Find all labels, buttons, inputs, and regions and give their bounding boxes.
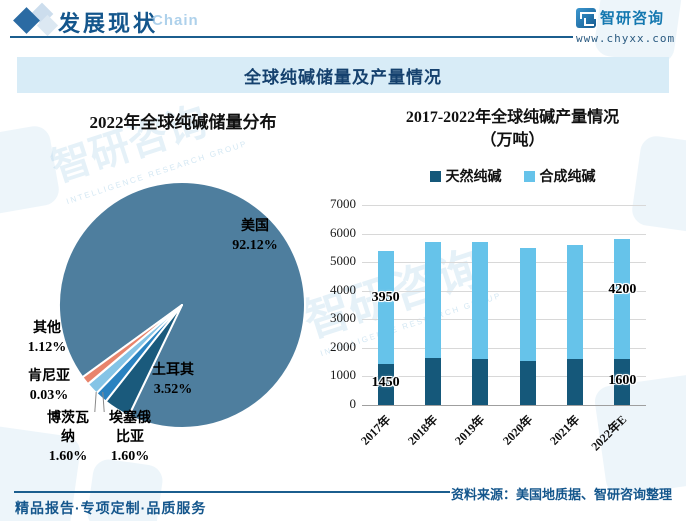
gridline-2000	[362, 347, 646, 349]
x-tick-label: 2020年	[499, 412, 535, 448]
footer-divider	[14, 491, 450, 493]
legend-item-natural: 天然纯碱	[429, 166, 502, 186]
legend-swatch-synthetic	[523, 170, 535, 182]
source-note: 资料来源：美国地质据、智研咨询整理	[450, 487, 672, 502]
bar-2020年-合成纯碱	[519, 247, 536, 361]
y-tick-label: 5000	[330, 253, 356, 269]
header-chain-watermark: Chain	[152, 12, 199, 29]
pie-label-other: 其他 1.12%	[27, 321, 67, 355]
bar-value-label: 1600	[608, 373, 637, 389]
bar-value-label: 1450	[371, 375, 400, 391]
y-tick-label: 6000	[330, 224, 356, 240]
x-tick-label: 2019年	[452, 412, 488, 448]
gridline-6000	[362, 233, 646, 235]
bar-2020年-天然纯碱	[519, 360, 536, 405]
gridline-5000	[362, 262, 646, 264]
bar-2019年-合成纯碱	[472, 242, 489, 359]
bar-chart-title-unit: （万吨）	[480, 132, 545, 149]
bar-value-label: 4200	[608, 282, 637, 298]
pie-slice-其他	[81, 304, 183, 386]
bar-chart-legend: 天然纯碱 合成纯碱	[345, 166, 680, 186]
brand-block: 智研咨询 www.chyxx.com	[576, 7, 680, 45]
footer-tagline: 精品报告·专项定制·品质服务	[15, 500, 207, 516]
y-tick-label: 7000	[330, 196, 356, 211]
y-tick-label: 0	[349, 396, 357, 411]
gridline-4000	[362, 290, 646, 292]
bar-2017年-天然纯碱	[377, 363, 394, 405]
gridline-0	[362, 405, 646, 406]
x-tick-label: 2021年	[546, 412, 583, 448]
bar-2021年-天然纯碱	[567, 358, 583, 405]
pie-chart-title: 2022年全球纯碱储量分布	[89, 113, 277, 132]
bar-2022年E-合成纯碱	[614, 239, 631, 360]
x-tick-label: 2017年	[357, 412, 393, 448]
section-banner: 全球纯碱储量及产量情况	[17, 57, 669, 93]
pie-label-turkey: 土耳其 3.52%	[152, 363, 194, 397]
gridline-1000	[362, 376, 646, 378]
pie-label-usa: 美国 92.12%	[232, 219, 278, 253]
bar-2022年E-天然纯碱	[614, 359, 631, 405]
brand-logo-icon	[576, 7, 596, 28]
bar-2017年-合成纯碱	[377, 250, 394, 364]
y-tick-label: 1000	[330, 367, 356, 383]
brand-url-link[interactable]: www.chyxx.com	[576, 32, 676, 45]
y-tick-label: 3000	[330, 310, 356, 326]
header-diamond-icon	[10, 2, 60, 40]
pie-label-kenya: 肯尼亚 0.03%	[28, 369, 70, 403]
bar-2021年-合成纯碱	[567, 245, 583, 359]
y-tick-label: 4000	[330, 281, 356, 297]
bar-2018年-天然纯碱	[425, 357, 441, 405]
x-tick-label: 2022年E	[588, 412, 630, 454]
brand-name: 智研咨询	[600, 10, 665, 27]
pie-chart	[58, 181, 306, 429]
section-banner-title: 全球纯碱储量及产量情况	[244, 67, 442, 87]
header-divider	[10, 36, 573, 38]
page-title: 发展现状	[58, 11, 159, 36]
legend-swatch-natural	[429, 170, 441, 182]
pie-label-botswana: 博茨瓦纳 1.60%	[47, 411, 89, 464]
bar-2019年-天然纯碱	[472, 358, 489, 405]
gridline-3000	[362, 319, 646, 321]
legend-item-synthetic: 合成纯碱	[523, 166, 596, 186]
bar-value-label: 3950	[371, 290, 400, 306]
y-tick-label: 2000	[330, 338, 356, 354]
bar-2018年-合成纯碱	[425, 242, 441, 358]
pie-label-ethiopia: 埃塞俄比亚 1.60%	[109, 411, 151, 464]
x-tick-label: 2018年	[404, 412, 441, 448]
gridline-7000	[362, 205, 646, 206]
bar-chart-title: 2017-2022年全球纯碱产量情况	[405, 109, 620, 126]
